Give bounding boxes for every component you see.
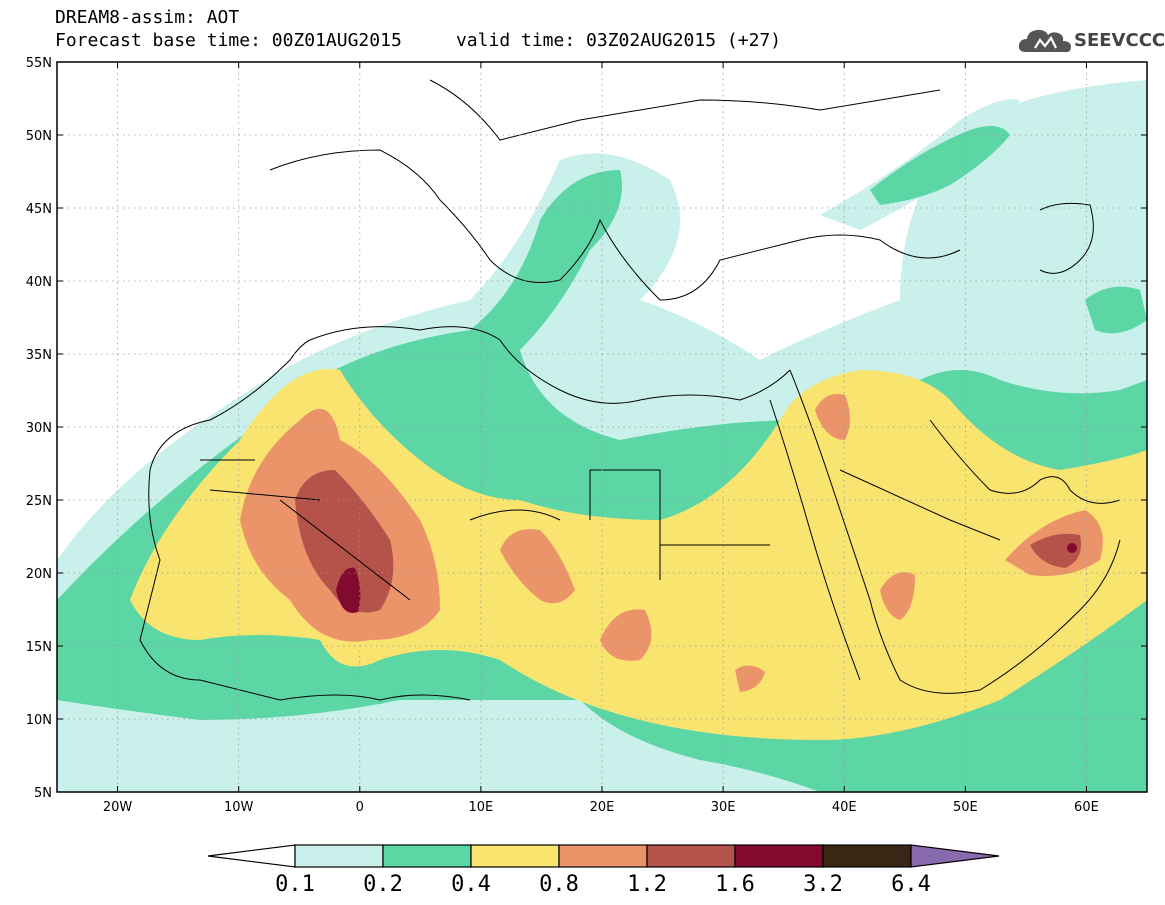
title-line-1: DREAM8-assim: AOT (55, 7, 240, 28)
coastlines (139, 79, 1121, 701)
colorbar-swatch (558, 844, 648, 868)
colorbar-label: 6.4 (891, 872, 931, 897)
colorbar-label: 1.6 (715, 872, 755, 897)
x-tick-label: 20E (590, 800, 615, 815)
colorbar-over-triangle (910, 844, 1000, 868)
x-tick-label: 10E (469, 800, 494, 815)
y-tick-label: 40N (26, 275, 52, 290)
y-tick-label: 15N (26, 640, 52, 655)
colorbar-swatch (646, 844, 736, 868)
colorbar-swatch (734, 844, 824, 868)
axis-ticks: 20W 10W 0 10E 20E 30E 40E 50E 60E 5N 10N 15N 20N 25N 3… (26, 56, 1147, 815)
x-tick-label: 0 (356, 800, 364, 815)
grid-lines (57, 62, 1147, 792)
aot-band-0.8g (735, 665, 765, 692)
y-tick-label: 35N (26, 348, 52, 363)
y-tick-label: 5N (34, 786, 52, 801)
x-tick-label: 10W (224, 800, 254, 815)
y-tick-label: 55N (26, 56, 52, 71)
y-tick-label: 25N (26, 494, 52, 509)
colorbar-label: 0.1 (275, 872, 315, 897)
colorbar-swatch (822, 844, 912, 868)
y-tick-label: 50N (26, 129, 52, 144)
logo-text: SEEVCCC (1074, 30, 1165, 51)
x-tick-label: 20W (103, 800, 133, 815)
colorbar-swatch (294, 844, 384, 868)
y-tick-label: 20N (26, 567, 52, 582)
x-tick-label: 60E (1074, 800, 1099, 815)
x-tick-label: 50E (953, 800, 978, 815)
colorbar-label: 0.4 (451, 872, 491, 897)
aot-band-1.6b (1067, 543, 1077, 553)
aot-band-0.2c (1085, 286, 1147, 334)
aot-band-1.6 (336, 567, 361, 614)
aot-band-0.8c (600, 609, 652, 661)
y-tick-label: 45N (26, 202, 52, 217)
x-tick-label: 30E (711, 800, 736, 815)
aot-band-1.2 (295, 470, 394, 613)
colorbar: 0.1 0.2 0.4 0.8 1.2 1.6 3.2 6.4 (207, 844, 1000, 897)
aot-band-0.8d (815, 394, 850, 440)
aot-band-0.4 (130, 368, 1147, 740)
colorbar-swatch (382, 844, 472, 868)
aot-band-0.2b (870, 126, 1010, 205)
cloud-icon (1018, 29, 1071, 53)
seevccc-logo: SEEVCCC (1018, 24, 1165, 58)
colorbar-label: 0.8 (539, 872, 579, 897)
x-tick-label: 40E (832, 800, 857, 815)
y-tick-label: 10N (26, 713, 52, 728)
colorbar-under-triangle (207, 844, 296, 868)
colorbar-label: 3.2 (803, 872, 843, 897)
colorbar-swatch (470, 844, 560, 868)
aot-band-0.8b (500, 529, 575, 604)
aot-band-1.2b (1030, 533, 1081, 568)
colorbar-label: 1.2 (627, 872, 667, 897)
y-tick-label: 30N (26, 421, 52, 436)
aot-band-0.8f (880, 572, 915, 620)
title-line-2: Forecast base time: 00Z01AUG2015 valid t… (55, 30, 782, 51)
colorbar-label: 0.2 (363, 872, 403, 897)
